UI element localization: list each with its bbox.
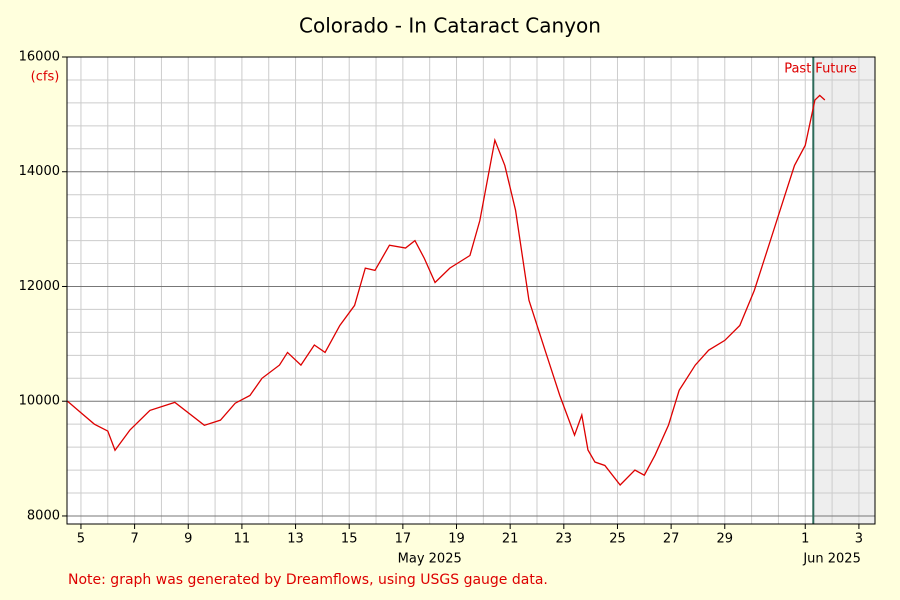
future-region [813,57,875,524]
month-label: Jun 2025 [802,552,861,567]
y-tick-label: 10000 [19,394,60,409]
x-tick-label: 9 [184,532,192,547]
y-axis-label: (cfs) [31,70,60,85]
y-tick-label: 14000 [19,164,60,179]
y-tick-label: 8000 [27,508,60,523]
x-tick-label: 21 [502,532,519,547]
x-tick-label: 11 [234,532,251,547]
x-tick-label: 23 [556,532,573,547]
plot-border [66,56,876,525]
x-tick-label: 3 [855,532,863,547]
x-tick-label: 25 [609,532,626,547]
x-tick-label: 19 [448,532,465,547]
chart-title: Colorado - In Cataract Canyon [299,14,601,38]
x-tick-label: 17 [395,532,412,547]
x-tick-label: 15 [341,532,358,547]
note: Note: graph was generated by Dreamflows,… [68,572,548,588]
plot-area [67,57,875,524]
flow-line [67,94,826,486]
x-tick-label: 7 [130,532,138,547]
x-tick-label: 13 [287,532,304,547]
past-label: Past [784,62,811,77]
future-label: Future [815,62,856,77]
x-tick-label: 29 [717,532,734,547]
x-tick-label: 27 [663,532,680,547]
x-tick-label: 5 [77,532,85,547]
x-tick-label: 1 [801,532,809,547]
y-tick-label: 16000 [19,50,60,65]
month-label: May 2025 [398,552,462,567]
y-tick-label: 12000 [19,279,60,294]
